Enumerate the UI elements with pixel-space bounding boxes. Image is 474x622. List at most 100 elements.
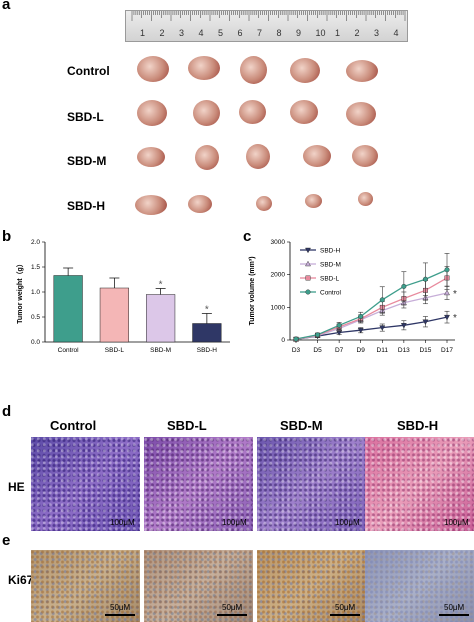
histology-col-sbd-m: SBD-M: [280, 418, 323, 433]
series-line: [295, 316, 448, 340]
marker-triangle-down: [379, 325, 386, 331]
bar: [99, 287, 129, 343]
he-image-sbd-h: [365, 437, 474, 531]
tumor-specimen: [290, 58, 320, 83]
ki67-scale-label-2: 50μM: [222, 603, 243, 612]
x-tick-label: D11: [377, 347, 389, 354]
ki67-image-sbd-m: [257, 550, 366, 622]
tumor-specimen: [346, 102, 376, 126]
tumor-label-sbd-l: SBD-L: [67, 110, 104, 124]
ruler-label: 1: [335, 28, 340, 38]
marker-square: [305, 275, 311, 281]
x-tick-label: Control: [58, 347, 80, 354]
ki67-scale-bar-4: [439, 614, 469, 616]
y-tick-label: 2.0: [31, 239, 40, 246]
histology-col-sbd-h: SBD-H: [397, 418, 439, 433]
marker-circle: [401, 283, 407, 289]
x-tick-label: D15: [419, 347, 431, 354]
y-tick-label: 1.5: [31, 264, 40, 271]
ki67-scale-label-3: 50μM: [335, 603, 356, 612]
tumor-specimen: [246, 144, 270, 169]
tumor-specimen: [193, 100, 220, 126]
ruler-label: 9: [296, 28, 301, 38]
marker-triangle-down: [357, 327, 364, 334]
marker-circle: [293, 336, 299, 342]
tumor-specimen: [239, 100, 266, 124]
tumor-label-control: Control: [67, 64, 110, 78]
ruler: 1234567891012345: [125, 10, 408, 42]
series-line: [295, 269, 448, 340]
x-tick-label: D5: [313, 347, 322, 354]
x-tick-label: SBD-H: [197, 347, 218, 354]
tumor-specimen: [346, 60, 378, 82]
ruler-label: 6: [238, 28, 243, 38]
ki67-scale-bar-2: [217, 614, 247, 616]
tumor-volume-svg: 0 1000 2000 3000 D3 D5 D7 D9 D11 D13 D15 D17 Tumor v…: [249, 239, 457, 354]
marker-triangle-down: [422, 319, 429, 325]
ki67-scale-label-4: 50μM: [444, 603, 465, 612]
tumor-specimen: [137, 100, 167, 126]
marker-triangle-down: [444, 314, 450, 321]
y-tick-label: 2000: [271, 272, 286, 279]
legend-label: SBD-M: [320, 262, 341, 269]
tumor-specimen: [137, 56, 169, 82]
marker-circle: [444, 267, 450, 273]
ruler-label: 4: [394, 28, 399, 38]
y-tick-label: 3000: [271, 239, 286, 246]
series-line: [295, 292, 448, 340]
ruler-label: 3: [179, 28, 184, 38]
panel-label-b: b: [2, 228, 12, 245]
ki67-image-sbd-h: [365, 550, 474, 622]
marker-circle: [422, 276, 428, 282]
he-scale-label-2: 100μM: [222, 518, 247, 527]
tumor-specimen: [137, 147, 165, 167]
tumor-specimen: [195, 145, 219, 170]
bar: [146, 294, 176, 343]
tumor-specimen: [305, 194, 322, 208]
panel-label-a: a: [2, 0, 11, 13]
panel-label-d: d: [2, 403, 12, 420]
ruler-label: 10: [316, 28, 326, 38]
tumor-volume-chart: 0 1000 2000 3000 D3 D5 D7 D9 D11 D13 D15 D17 Tumor v…: [240, 232, 474, 367]
tumor-specimen: [135, 195, 167, 215]
ki67-image-control: [31, 550, 140, 622]
y-axis-label: Tumor volume (mm³): [249, 256, 256, 325]
y-tick-label: 1000: [271, 304, 286, 311]
ruler-label: 1: [140, 28, 145, 38]
tumor-specimen: [352, 145, 378, 167]
tumor-specimen: [358, 192, 373, 206]
legend-label: SBD-L: [320, 276, 340, 283]
legend-label: SBD-H: [320, 248, 341, 255]
he-scale-label-1: 100μM: [110, 518, 135, 527]
significance-mark: *: [159, 280, 163, 291]
bar: [53, 275, 83, 343]
marker-triangle-up: [444, 289, 450, 296]
ruler-label: 2: [355, 28, 360, 38]
he-image-control: [31, 437, 140, 531]
bar: [192, 323, 222, 343]
tumor-label-sbd-h: SBD-H: [67, 199, 105, 213]
significance-mark: *: [453, 313, 457, 324]
marker-triangle-down: [305, 247, 311, 254]
histology-col-sbd-l: SBD-L: [167, 418, 207, 433]
marker-circle: [358, 313, 364, 319]
tumor-specimen: [290, 100, 318, 124]
x-tick-label: D13: [398, 347, 410, 354]
tumor-specimen: [256, 196, 272, 211]
ki67-scale-label-1: 50μM: [110, 603, 131, 612]
x-tick-label: SBD-L: [105, 347, 125, 354]
y-tick-label: 0.0: [31, 339, 40, 346]
y-axis-label: Tumor weight（g）: [16, 260, 24, 324]
ruler-label: 2: [160, 28, 165, 38]
tumor-specimen: [188, 56, 220, 80]
ruler-label: 3: [374, 28, 379, 38]
he-scale-label-3: 100μM: [335, 518, 360, 527]
he-image-sbd-m: [257, 437, 366, 531]
tumor-specimen: [188, 195, 212, 213]
x-tick-label: D3: [292, 347, 301, 354]
histology-row-he: HE: [8, 480, 25, 494]
ruler-label: 7: [257, 28, 262, 38]
significance-mark: *: [205, 305, 209, 316]
marker-triangle-down: [400, 323, 407, 329]
tumor-weight-svg: 0.0 0.5 1.0 1.5 2.0 Tumor weight（g） Control SBD…: [16, 239, 230, 354]
